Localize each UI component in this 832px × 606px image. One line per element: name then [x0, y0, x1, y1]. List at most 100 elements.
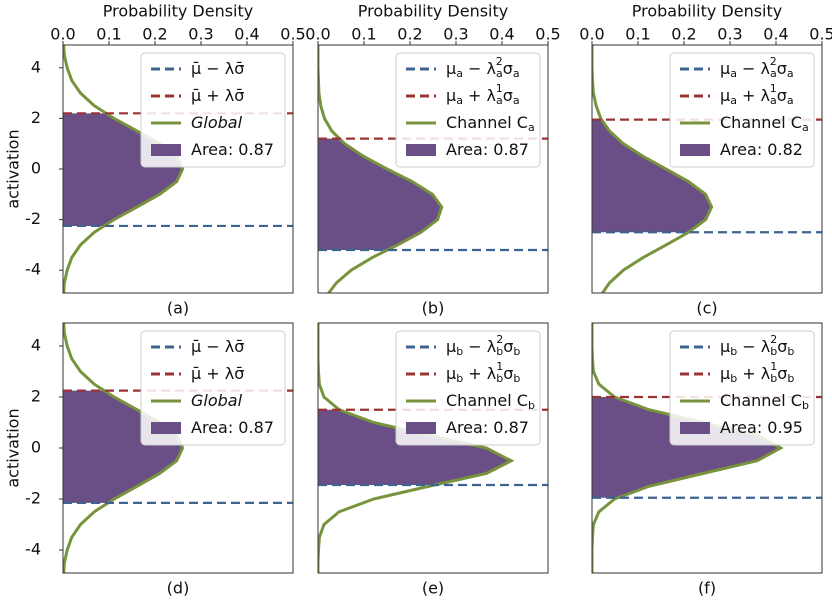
plot-frame [317, 322, 549, 574]
label-part: − λ [463, 337, 496, 356]
legend-label: Area: 0.87 [191, 140, 274, 159]
y-tick-label: 0 [31, 438, 41, 457]
y-tick-label: 4 [31, 57, 41, 76]
label-subscript: a [496, 94, 503, 107]
label-part: μ [720, 364, 730, 383]
label-subscript: b [496, 345, 503, 358]
area [318, 409, 512, 485]
label-subscript: b [770, 345, 777, 358]
x-tick-label: 0.4 [489, 25, 514, 44]
legend-swatch [406, 422, 436, 434]
legend-label: Area: 0.87 [446, 140, 529, 159]
area [318, 138, 442, 250]
density-curve [592, 45, 714, 293]
label-part: σ [503, 364, 513, 383]
label-subscript: b [802, 399, 809, 412]
area-group [318, 138, 442, 250]
x-tick-label: 0.3 [443, 25, 468, 44]
label-subscript: b [513, 372, 520, 385]
label-part: μ [446, 86, 456, 105]
label-part: Area: 0.87 [191, 140, 274, 159]
label-superscript: 2 [770, 55, 777, 68]
label-part: μ̄ − λσ̄ [191, 59, 244, 78]
area [592, 396, 781, 498]
label-part: + λ [737, 364, 770, 383]
panel-caption: (b) [422, 299, 445, 318]
label-part: Area: 0.95 [720, 418, 803, 437]
label-part: Channel C [720, 391, 802, 410]
area-group [592, 119, 712, 233]
panel-caption: (a) [167, 299, 189, 318]
label-subscript: b [730, 372, 737, 385]
legend-label: μ̄ + λσ̄ [191, 86, 244, 105]
label-subscript: b [787, 372, 794, 385]
label-subscript: a [787, 67, 794, 80]
x-tick-label: 0.1 [625, 25, 650, 44]
legend-label: Channel Cb​ [446, 391, 535, 413]
legend-box [140, 52, 286, 168]
y-tick-label: 0 [31, 159, 41, 178]
label-part: + λ [463, 86, 496, 105]
y-tick-label: -2 [25, 489, 41, 508]
y-tick-label: -2 [25, 209, 41, 228]
label-part: Channel C [446, 391, 528, 410]
legend-label: μb​ + λb​1​σb​ [720, 360, 794, 385]
label-part: − λ [737, 337, 770, 356]
legend-box [395, 330, 541, 446]
label-subscript: a [456, 94, 463, 107]
label-part: μ [720, 337, 730, 356]
legend-label: Area: 0.87 [191, 418, 274, 437]
x-tick-label: 0.5 [280, 25, 305, 44]
label-subscript: a [787, 94, 794, 107]
legend-label: μb​ − λb​2​σb​ [720, 333, 794, 358]
x-tick-label: 0.3 [188, 25, 213, 44]
label-subscript: a [496, 67, 503, 80]
legend-label: μ̄ − λσ̄ [191, 337, 244, 356]
legend-box [395, 52, 541, 168]
area-group [592, 396, 781, 498]
label-subscript: b [528, 399, 535, 412]
x-tick-label: 0.2 [142, 25, 167, 44]
x-tick-label: 0.0 [50, 25, 75, 44]
label-superscript: 2 [496, 333, 503, 346]
legend-label: Global [191, 113, 243, 132]
x-tick-label: 0.3 [717, 25, 742, 44]
legend-label: μa​ − λa​2​σa​ [720, 55, 794, 80]
y-axis-label: activation [4, 129, 23, 208]
label-part: Global [191, 391, 243, 410]
x-tick-label: 0.0 [579, 25, 604, 44]
legend-label: Channel Cb​ [720, 391, 809, 413]
x-axis-label: Probability Density [358, 2, 509, 21]
panel-caption: (e) [422, 579, 444, 598]
label-part: Channel C [720, 113, 802, 132]
label-part: Area: 0.87 [446, 140, 529, 159]
legend-swatch [680, 422, 710, 434]
label-subscript: b [456, 372, 463, 385]
legend-label: μb​ + λb​1​σb​ [446, 360, 520, 385]
label-subscript: a [770, 94, 777, 107]
plot-frame [317, 44, 549, 294]
y-tick-label: 2 [31, 108, 41, 127]
label-superscript: 1 [770, 82, 777, 95]
density-curve [592, 323, 784, 573]
legend-label: μ̄ + λσ̄ [191, 364, 244, 383]
legend-label: μa​ + λa​1​σa​ [720, 82, 794, 107]
label-subscript: a [513, 94, 520, 107]
label-subscript: a [513, 67, 520, 80]
label-subscript: a [528, 121, 535, 134]
legend-label: Area: 0.82 [720, 140, 803, 159]
x-tick-label: 0.4 [763, 25, 788, 44]
legend-label: Area: 0.95 [720, 418, 803, 437]
label-part: μ [446, 364, 456, 383]
legend-box [140, 330, 286, 446]
x-tick-label: 0.1 [351, 25, 376, 44]
x-tick-label: 0.2 [671, 25, 696, 44]
label-part: Area: 0.82 [720, 140, 803, 159]
legend-label: Global [191, 391, 243, 410]
label-part: + λ [463, 364, 496, 383]
label-part: μ [720, 86, 730, 105]
label-part: σ [777, 59, 787, 78]
y-tick-label: 2 [31, 386, 41, 405]
label-part: + λ [737, 86, 770, 105]
